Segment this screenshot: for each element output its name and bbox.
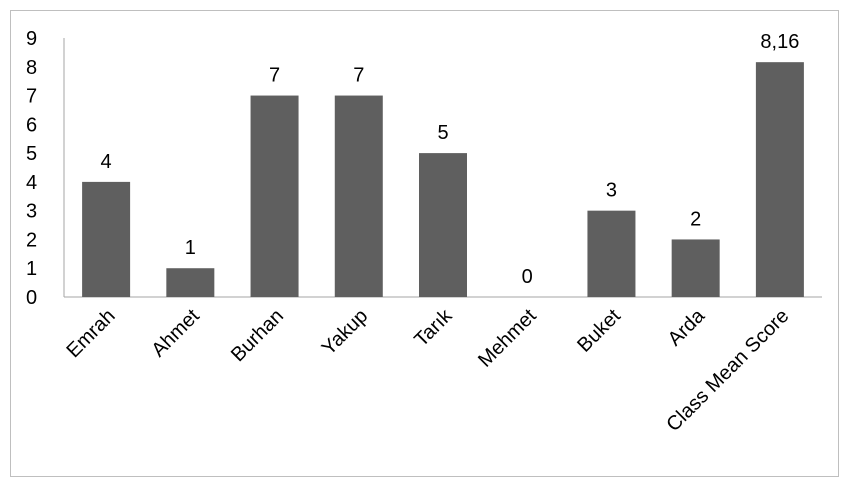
- x-tick-label: Emrah: [62, 305, 119, 362]
- x-tick-label: Yakup: [318, 305, 373, 360]
- data-label: 1: [185, 237, 196, 259]
- data-label: 0: [522, 266, 533, 288]
- y-tick-label: 8: [26, 57, 37, 79]
- y-tick-label: 6: [26, 114, 37, 136]
- bar-buket: [587, 210, 636, 297]
- y-tick-label: 7: [26, 86, 37, 108]
- bar-class-mean-score: [755, 62, 804, 297]
- bar-burhan: [250, 95, 299, 297]
- y-tick-label: 0: [26, 287, 37, 309]
- y-tick-label: 9: [26, 28, 37, 50]
- x-tick-label: Buket: [573, 305, 625, 357]
- data-label: 4: [101, 151, 112, 173]
- data-label: 7: [269, 65, 280, 87]
- x-tick-label: Tarık: [410, 304, 457, 351]
- data-label: 3: [606, 180, 617, 202]
- bar-tarık: [419, 153, 467, 297]
- data-label: 8,16: [760, 31, 799, 53]
- data-label: 2: [690, 208, 701, 230]
- y-tick-label: 3: [26, 201, 37, 223]
- y-tick-label: 4: [26, 172, 37, 194]
- bar-arda: [671, 239, 720, 297]
- y-tick-label: 2: [26, 229, 37, 251]
- x-tick-label: Ahmet: [147, 305, 204, 362]
- x-tick-label: Mehmet: [474, 305, 541, 372]
- x-tick-label: Burhan: [227, 305, 288, 366]
- bar-emrah: [82, 181, 131, 297]
- y-tick-label: 1: [26, 258, 37, 280]
- data-label: 7: [353, 65, 364, 87]
- y-tick-label: 5: [26, 143, 37, 165]
- bar-ahmet: [166, 268, 215, 297]
- x-tick-label: Arda: [664, 304, 710, 350]
- bar-yakup: [334, 95, 383, 297]
- data-label: 5: [437, 122, 448, 144]
